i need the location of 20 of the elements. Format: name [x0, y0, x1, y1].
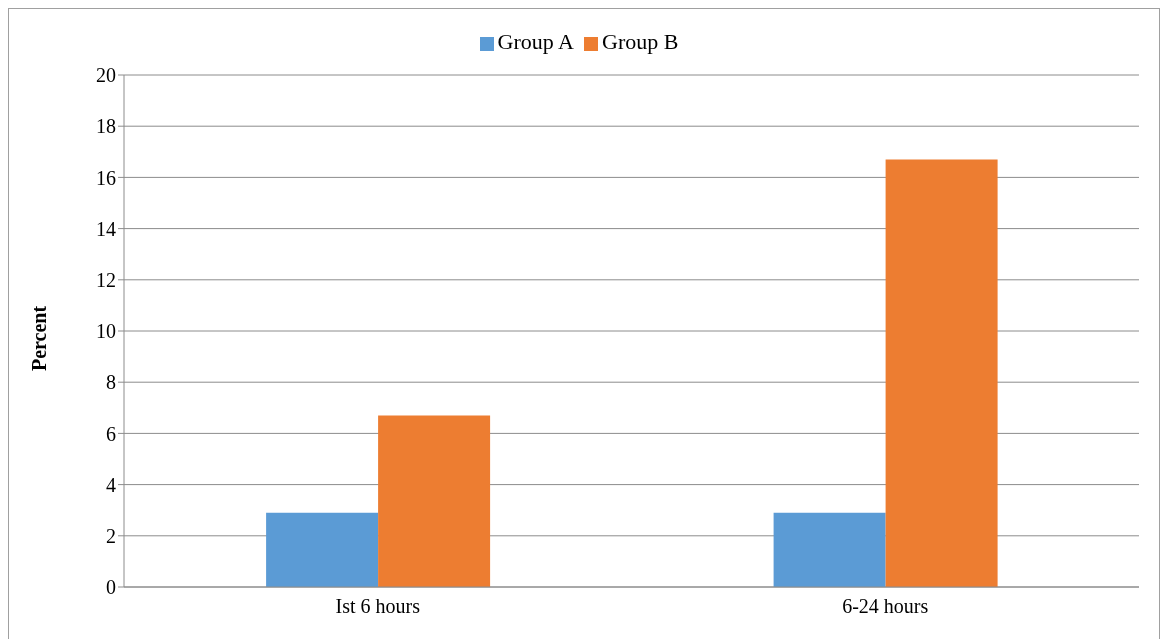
y-tick-label: 4	[106, 473, 116, 496]
x-tick-label: Ist 6 hours	[335, 595, 421, 618]
y-tick-label: 2	[106, 524, 116, 547]
y-tick-label: 20	[96, 64, 116, 87]
legend-label: Group B	[602, 29, 679, 54]
x-tick-label: 6-24 hours	[842, 595, 929, 618]
y-tick-label: 10	[96, 320, 116, 343]
y-axis-title: Percent	[28, 305, 51, 371]
y-tick-label: 16	[96, 166, 116, 189]
legend-label: Group A	[497, 29, 574, 54]
bar	[378, 415, 491, 587]
y-tick-label: 14	[96, 217, 116, 240]
y-tick-label: 12	[96, 268, 116, 291]
y-tick-label: 6	[106, 422, 116, 445]
bar	[885, 159, 998, 587]
y-tick-label: 0	[106, 576, 116, 599]
y-tick-label: 18	[96, 115, 116, 138]
bar	[773, 512, 886, 587]
y-tick-label: 8	[106, 371, 116, 394]
bar	[266, 512, 379, 587]
